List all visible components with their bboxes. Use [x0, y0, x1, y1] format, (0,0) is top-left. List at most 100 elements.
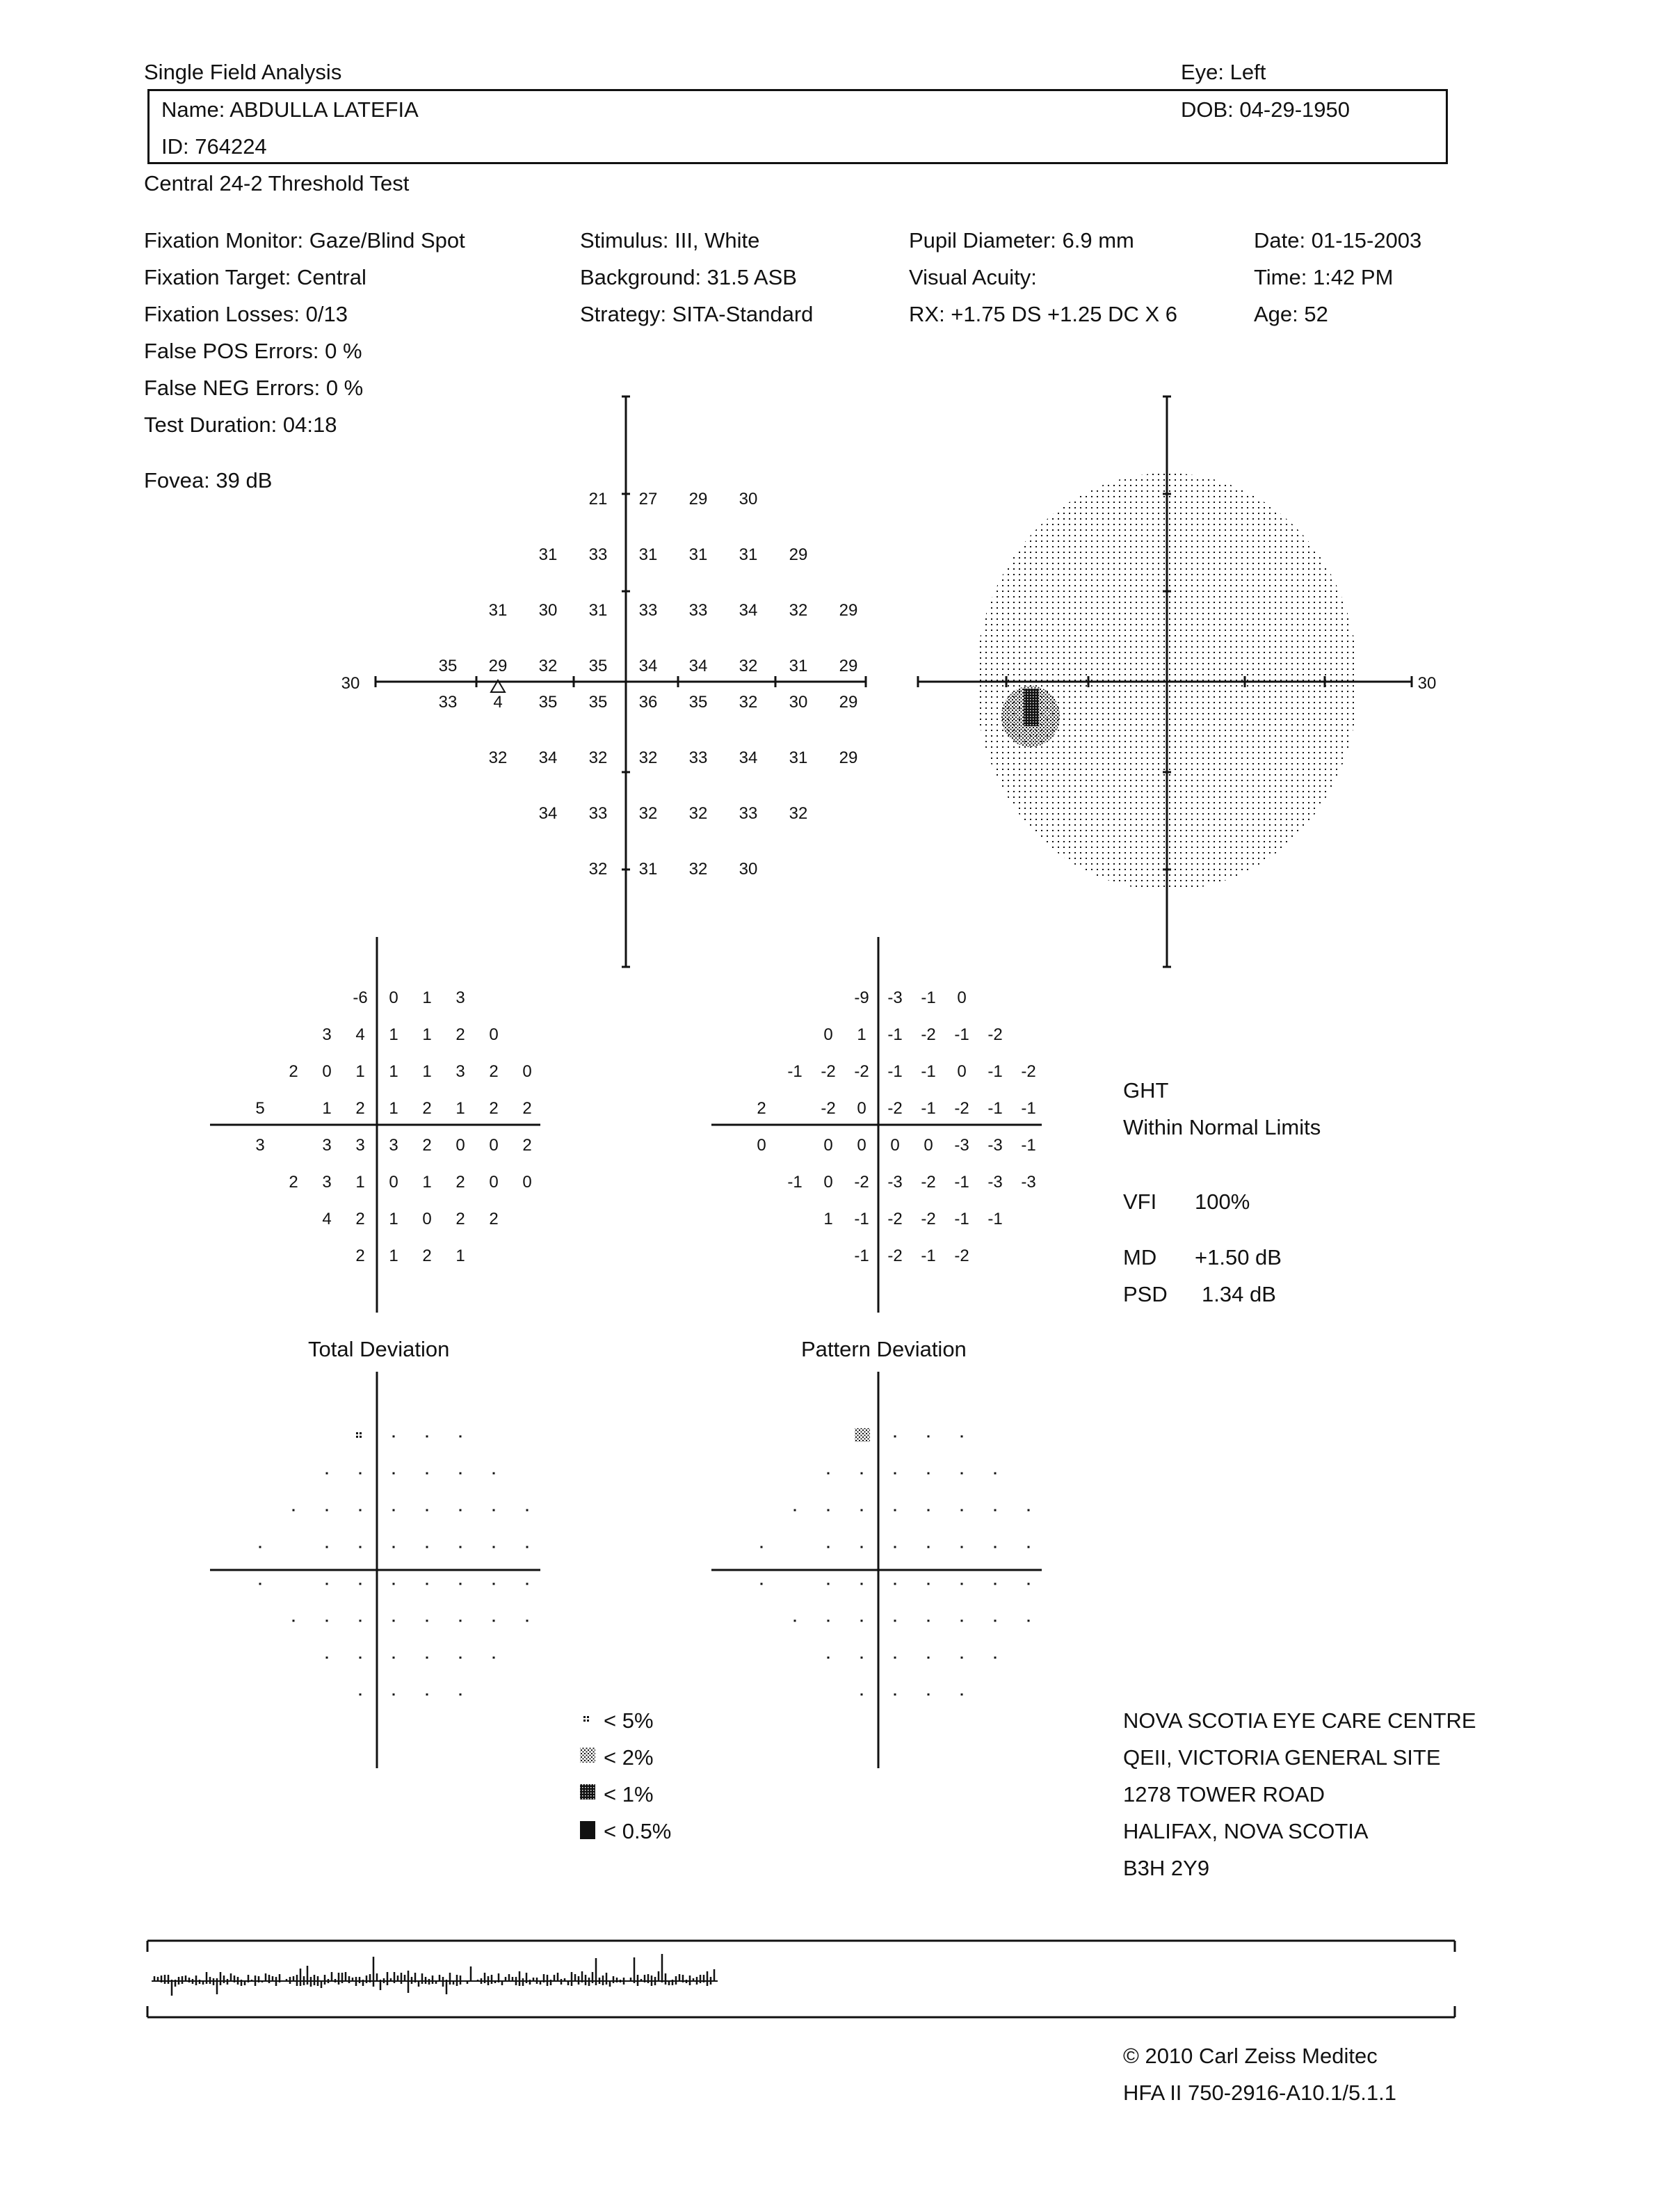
- deviation-value: 2: [355, 1210, 364, 1228]
- legend-1: < 1%: [604, 1782, 654, 1806]
- threshold-value: 27: [639, 490, 658, 508]
- deviation-value: -1: [887, 1062, 902, 1081]
- prob-dot: [292, 1509, 295, 1512]
- deviation-value: -1: [787, 1173, 802, 1192]
- deviation-value: 0: [322, 1062, 331, 1081]
- prob-dot: [459, 1619, 462, 1622]
- patient-age: Age: 52: [1254, 302, 1328, 326]
- prob-dot: [1027, 1509, 1030, 1512]
- deviation-value: -1: [1021, 1099, 1035, 1118]
- prob-dot: [325, 1656, 328, 1659]
- deviation-value: -1: [954, 1025, 969, 1044]
- axis-label-30-right: 30: [1418, 674, 1437, 693]
- threshold-value: 29: [839, 693, 858, 712]
- deviation-value: 2: [355, 1247, 364, 1265]
- deviation-value: 1: [422, 1025, 431, 1044]
- prob-dot: [927, 1619, 930, 1622]
- prob-dot: [426, 1619, 428, 1622]
- false-neg-errors: False NEG Errors: 0 %: [144, 376, 364, 400]
- deviation-value: -1: [954, 1210, 969, 1228]
- threshold-value: 31: [639, 545, 658, 564]
- deviation-value: -1: [954, 1173, 969, 1192]
- prob-dot: [426, 1546, 428, 1548]
- prob-dot: [860, 1472, 863, 1475]
- threshold-value: 32: [489, 748, 508, 767]
- prob-dot: [994, 1656, 997, 1659]
- prob-dot: [392, 1472, 395, 1475]
- threshold-value: 32: [639, 804, 658, 823]
- probability-legend: [580, 1716, 595, 1839]
- threshold-value: 32: [589, 860, 608, 879]
- deviation-value: -2: [1021, 1062, 1035, 1081]
- prob-dot: [994, 1472, 997, 1475]
- deviation-value: 1: [389, 1025, 398, 1044]
- prob-dot: [927, 1509, 930, 1512]
- site-line-5: B3H 2Y9: [1123, 1856, 1210, 1880]
- patient-dob: DOB: 04-29-1950: [1181, 97, 1350, 122]
- prob-dot: [927, 1582, 930, 1585]
- prob-dot: [526, 1546, 529, 1548]
- threshold-value: 32: [639, 748, 658, 767]
- threshold-value: 32: [539, 657, 558, 675]
- threshold-value: 35: [689, 693, 708, 712]
- prob-dot: [426, 1435, 428, 1438]
- prob-dot: [259, 1546, 261, 1548]
- legend-2: < 2%: [604, 1745, 654, 1770]
- prob-dot: [827, 1546, 830, 1548]
- deviation-value: -1: [921, 1099, 935, 1118]
- deviation-value: 0: [857, 1099, 866, 1118]
- threshold-value: 31: [739, 545, 758, 564]
- deviation-value: 3: [455, 1062, 465, 1081]
- version: HFA II 750-2916-A10.1/5.1.1: [1123, 2081, 1396, 2105]
- prob-dot: [392, 1546, 395, 1548]
- threshold-value: 35: [589, 693, 608, 712]
- prob-dot: [359, 1619, 362, 1622]
- prob-dot: [1027, 1546, 1030, 1548]
- deviation-value: -2: [954, 1247, 969, 1265]
- pattern-deviation-probability-plot: [711, 1372, 1042, 1768]
- prob-dot: [492, 1546, 495, 1548]
- deviation-value: -1: [987, 1062, 1002, 1081]
- threshold-value: 34: [639, 657, 658, 675]
- threshold-value: 21: [589, 490, 608, 508]
- deviation-value: 2: [455, 1210, 465, 1228]
- blind-spot-marker: [490, 679, 506, 693]
- deviation-value: 2: [289, 1062, 298, 1081]
- deviation-value: 2: [289, 1173, 298, 1192]
- prob-dot: [1027, 1582, 1030, 1585]
- threshold-value: 32: [589, 748, 608, 767]
- deviation-value: 0: [823, 1173, 832, 1192]
- prob-dot: [1027, 1619, 1030, 1622]
- prob-dot: [894, 1509, 896, 1512]
- threshold-value: 36: [639, 693, 658, 712]
- deviation-value: 0: [924, 1136, 933, 1155]
- deviation-value: 3: [389, 1136, 398, 1155]
- site-line-1: NOVA SCOTIA EYE CARE CENTRE: [1123, 1708, 1476, 1733]
- legend-05: < 0.5%: [604, 1819, 672, 1843]
- deviation-value: -3: [887, 1173, 902, 1192]
- prob-5-mark: [356, 1432, 358, 1434]
- prob-dot: [359, 1509, 362, 1512]
- threshold-value: 30: [789, 693, 808, 712]
- psd-label: PSD: [1123, 1282, 1168, 1306]
- patient-id: ID: 764224: [161, 134, 267, 159]
- threshold-value: 31: [789, 748, 808, 767]
- prob-dot: [426, 1656, 428, 1659]
- fixation-target: Fixation Target: Central: [144, 265, 366, 289]
- legend-1-symbol: [580, 1784, 595, 1800]
- threshold-value: 33: [589, 804, 608, 823]
- deviation-value: -2: [887, 1210, 902, 1228]
- prob-dot: [359, 1472, 362, 1475]
- deviation-value: 2: [489, 1210, 498, 1228]
- deviation-value: 1: [355, 1173, 364, 1192]
- patient-box: [147, 89, 1448, 164]
- vfi-value: 100%: [1195, 1189, 1250, 1214]
- prob-dot: [927, 1693, 930, 1696]
- deviation-value: 4: [322, 1210, 331, 1228]
- deviation-value: -3: [954, 1136, 969, 1155]
- deviation-value: 4: [355, 1025, 364, 1044]
- background: Background: 31.5 ASB: [580, 265, 797, 289]
- prob-dot: [994, 1546, 997, 1548]
- deviation-value: -1: [854, 1247, 869, 1265]
